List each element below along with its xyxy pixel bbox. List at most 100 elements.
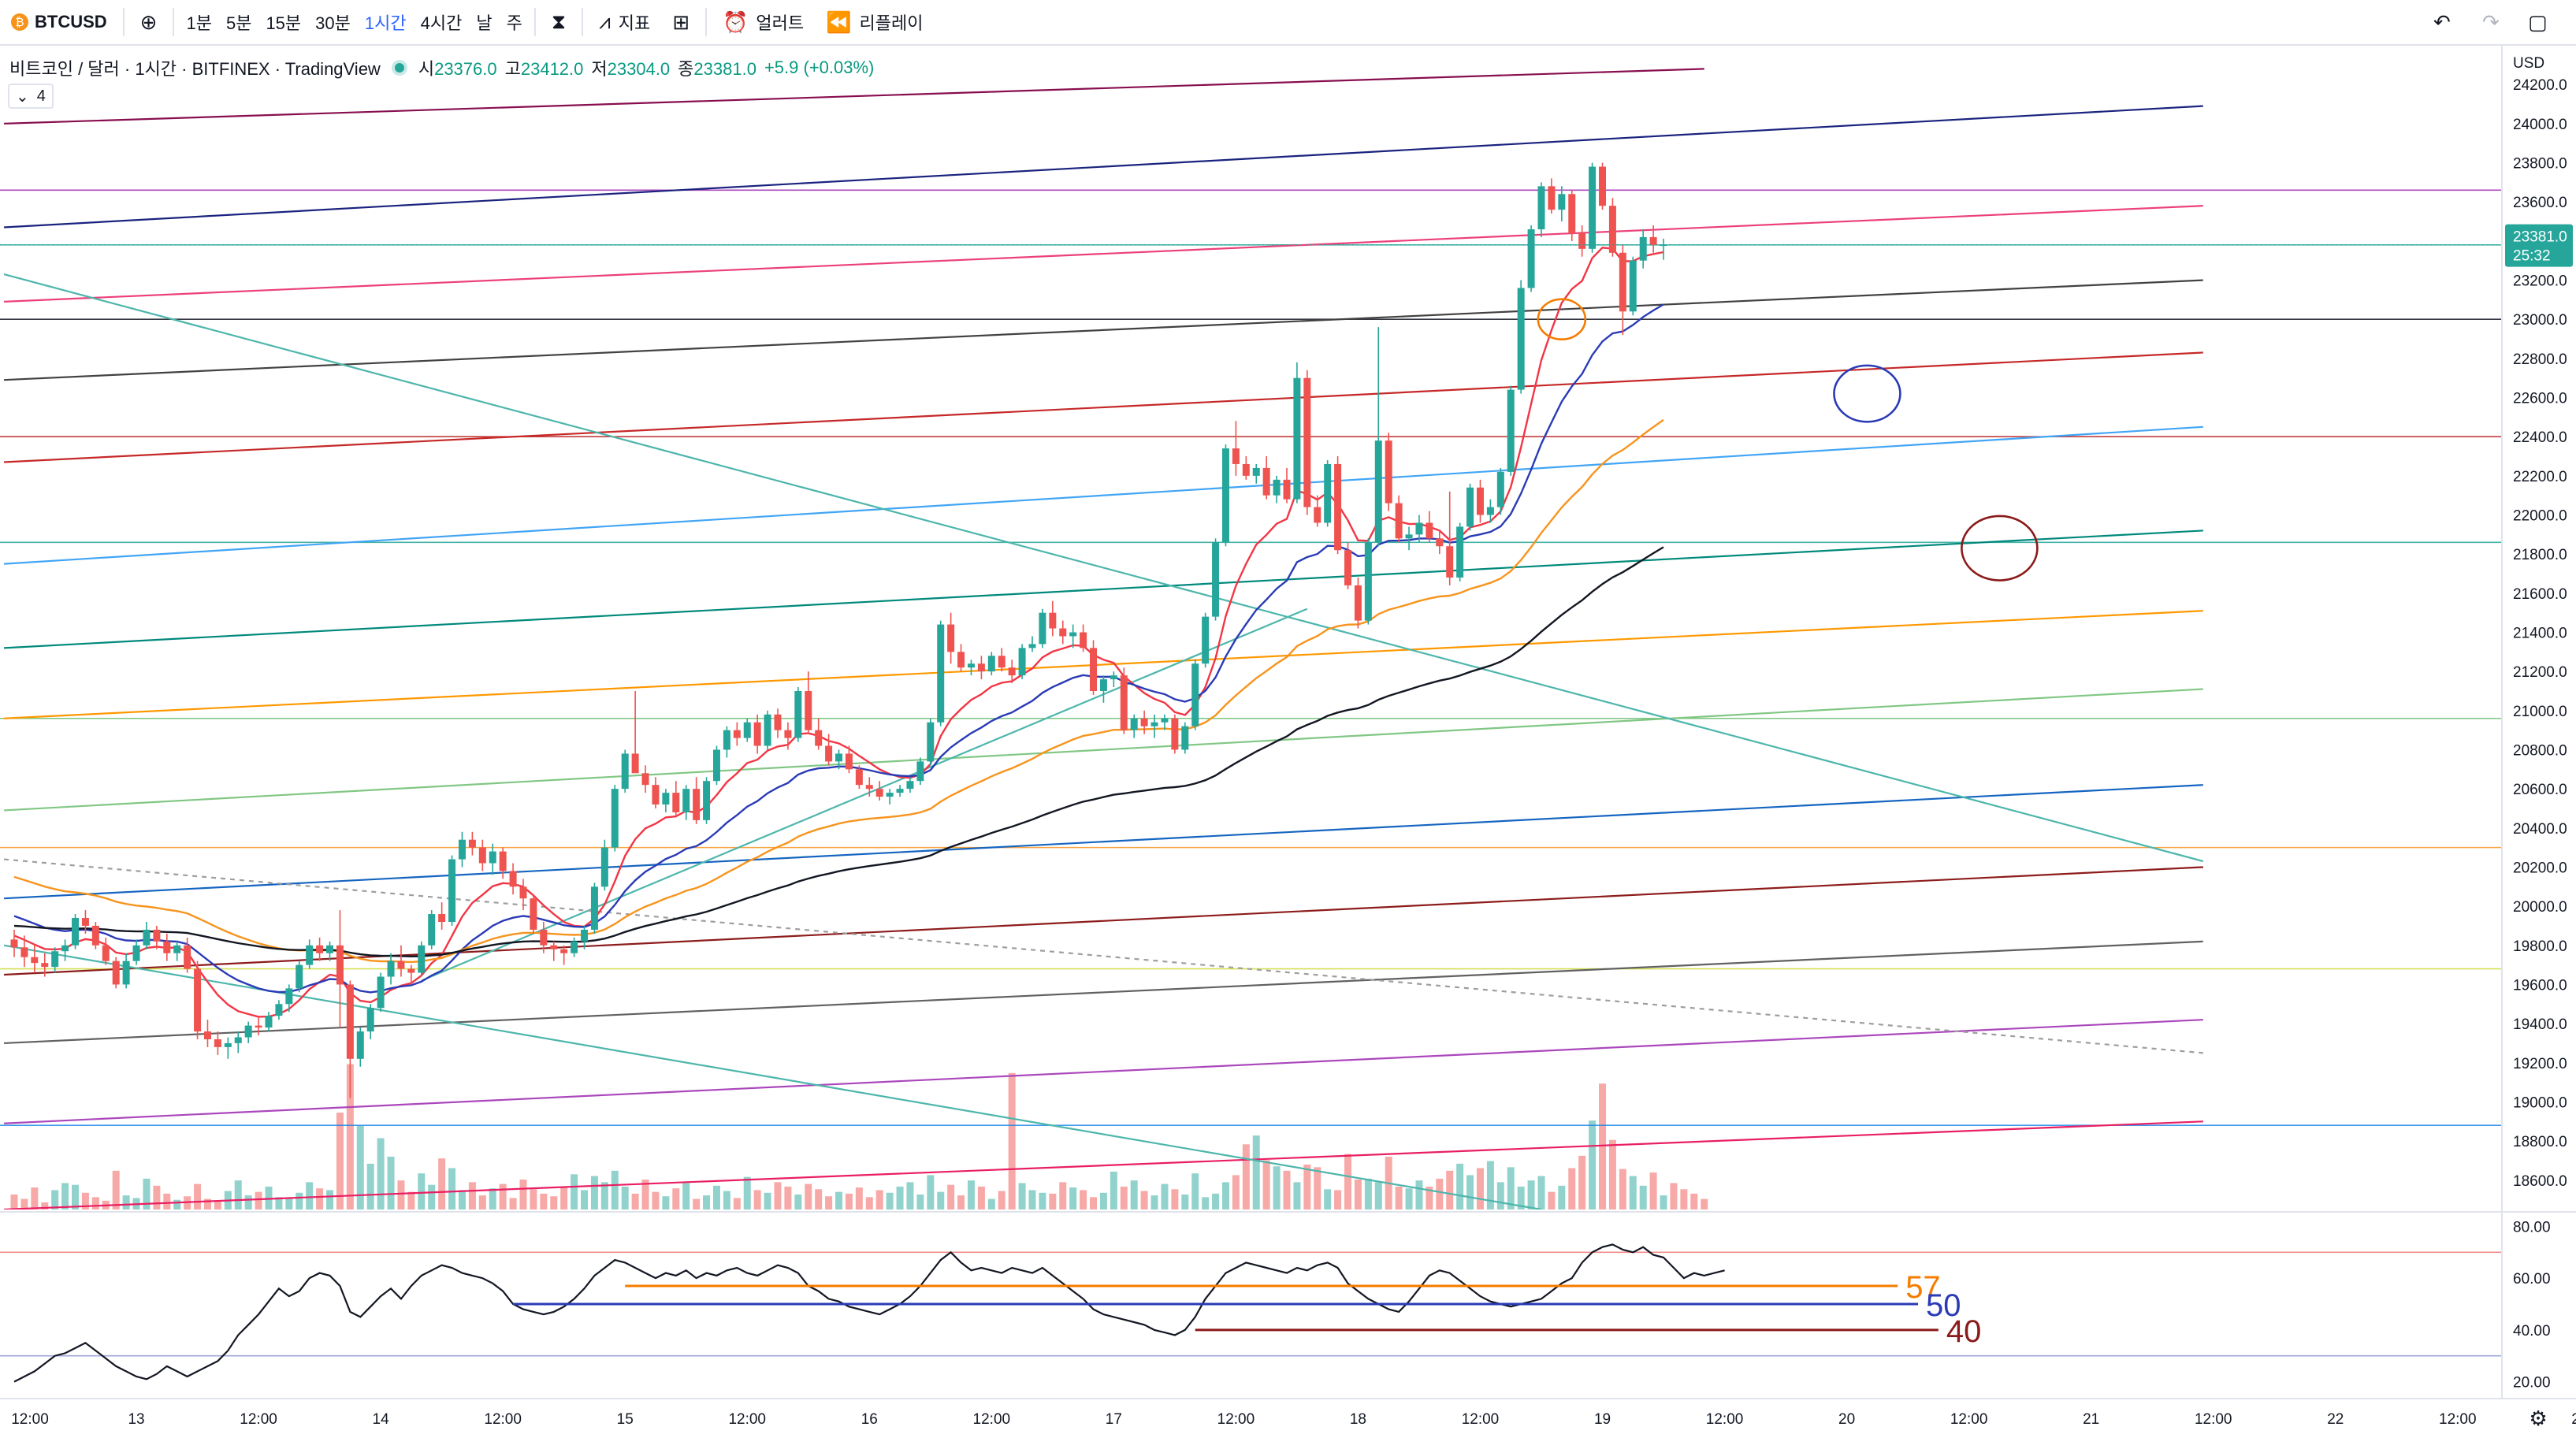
candle-body: [478, 847, 486, 864]
volume-bar: [397, 1180, 405, 1209]
layouts-icon[interactable]: ⊞: [672, 9, 690, 34]
indicators-button[interactable]: ⩘ 지표: [588, 0, 661, 44]
candle: [91, 921, 99, 949]
candle-body: [1324, 463, 1332, 523]
timeframe-button-6[interactable]: 날: [476, 13, 493, 33]
candle-body: [244, 1025, 252, 1038]
price-tick-label: 18600.0: [2513, 1173, 2567, 1190]
candle-body: [977, 663, 985, 672]
rsi-tick-label: 60.00: [2513, 1271, 2551, 1288]
candle-style-icon[interactable]: ⧗: [551, 9, 567, 33]
candle-body: [693, 789, 701, 820]
price-tick-label: 19000.0: [2513, 1094, 2567, 1111]
volume-bar: [153, 1185, 161, 1209]
candle: [1456, 522, 1464, 582]
candle-body: [336, 945, 344, 985]
candle-body: [1273, 479, 1281, 496]
candle: [1436, 530, 1444, 555]
redo-icon[interactable]: ↷: [2482, 9, 2500, 34]
timeframe-button-5[interactable]: 4시간: [420, 13, 463, 33]
timeframe-button-3[interactable]: 30분: [315, 13, 351, 33]
candle: [1099, 675, 1107, 703]
candle: [366, 1004, 374, 1039]
candle: [1273, 475, 1281, 503]
volume-bar: [418, 1173, 426, 1209]
candle: [560, 945, 568, 965]
candle-body: [306, 945, 314, 965]
timeframe-button-1[interactable]: 5분: [225, 13, 252, 33]
candle: [1161, 714, 1169, 730]
price-tick-label: 22600.0: [2513, 391, 2567, 407]
candle-body: [316, 945, 324, 953]
volume-bar: [1364, 1178, 1372, 1209]
indicators-collapse-button[interactable]: ⌄ 4: [8, 84, 54, 109]
volume-bar: [81, 1192, 89, 1209]
timeframe-button-7[interactable]: 주: [506, 13, 522, 33]
alert-button[interactable]: ⏰ 얼러트: [712, 0, 815, 44]
rsi-tick-label: 80.00: [2513, 1219, 2551, 1235]
undo-icon[interactable]: ↶: [2433, 9, 2451, 34]
candle: [1283, 467, 1291, 503]
candle: [1589, 162, 1597, 253]
candle: [600, 839, 608, 891]
volume-bar: [387, 1156, 395, 1209]
time-tick-label: 21: [2083, 1411, 2099, 1428]
candle-body: [509, 871, 517, 887]
volume-bar: [998, 1191, 1005, 1209]
candle: [723, 726, 730, 758]
symbol-search[interactable]: ₿ BTCUSD: [0, 0, 118, 44]
volume-bar: [540, 1193, 548, 1209]
trend-line: [4, 68, 1704, 125]
candle: [957, 644, 965, 672]
candle: [1364, 538, 1372, 625]
volume-bar: [1150, 1195, 1158, 1209]
candle-body: [540, 929, 548, 946]
volume-bar: [1436, 1178, 1444, 1209]
settings-gear-icon[interactable]: ⚙: [2529, 1406, 2547, 1430]
fullscreen-icon[interactable]: ▢: [2528, 9, 2548, 34]
candle-body: [1252, 467, 1260, 476]
price-tick-label: 22000.0: [2513, 508, 2567, 525]
candle-body: [499, 851, 507, 871]
volume-bar: [957, 1195, 965, 1209]
volume-bar: [1110, 1171, 1117, 1209]
candle-body: [173, 945, 181, 953]
time-tick-label: 19: [1594, 1411, 1611, 1428]
candle-body: [662, 793, 670, 805]
candle-body: [855, 769, 863, 786]
candle: [356, 1027, 364, 1067]
volume-bar: [1517, 1186, 1525, 1209]
candle-body: [91, 925, 99, 946]
candle: [1212, 538, 1220, 621]
volume-bar: [764, 1192, 771, 1209]
volume-bar: [112, 1170, 120, 1209]
timeframe-button-0[interactable]: 1분: [186, 13, 212, 33]
volume-bar: [346, 1064, 354, 1209]
candle: [550, 941, 558, 961]
candle: [1568, 190, 1576, 241]
candle: [1069, 624, 1077, 648]
add-symbol-icon[interactable]: ⊕: [139, 9, 158, 34]
volume-bar: [1344, 1154, 1352, 1209]
timeframe-button-2[interactable]: 15분: [266, 13, 302, 33]
volume-bar: [641, 1180, 649, 1209]
trend-line: [4, 529, 2203, 649]
volume-bar: [1049, 1193, 1057, 1209]
trend-line: [4, 784, 2203, 900]
volume-bar: [774, 1182, 782, 1209]
candle: [1191, 660, 1199, 730]
candle: [977, 656, 985, 680]
volume-bar: [31, 1187, 39, 1209]
price-tick-label: 21000.0: [2513, 704, 2567, 720]
volume-bar: [743, 1176, 751, 1209]
candle-body: [753, 722, 761, 746]
timeframe-button-4[interactable]: 1시간: [364, 13, 407, 33]
indicators-icon: ⩘: [599, 9, 611, 33]
replay-button[interactable]: ⏪ 리플레이: [815, 0, 934, 44]
volume-bar: [1578, 1155, 1586, 1209]
candle-body: [590, 886, 598, 930]
candle-body: [1150, 722, 1158, 726]
candle-body: [1568, 194, 1576, 233]
market-open-icon: [394, 63, 404, 72]
